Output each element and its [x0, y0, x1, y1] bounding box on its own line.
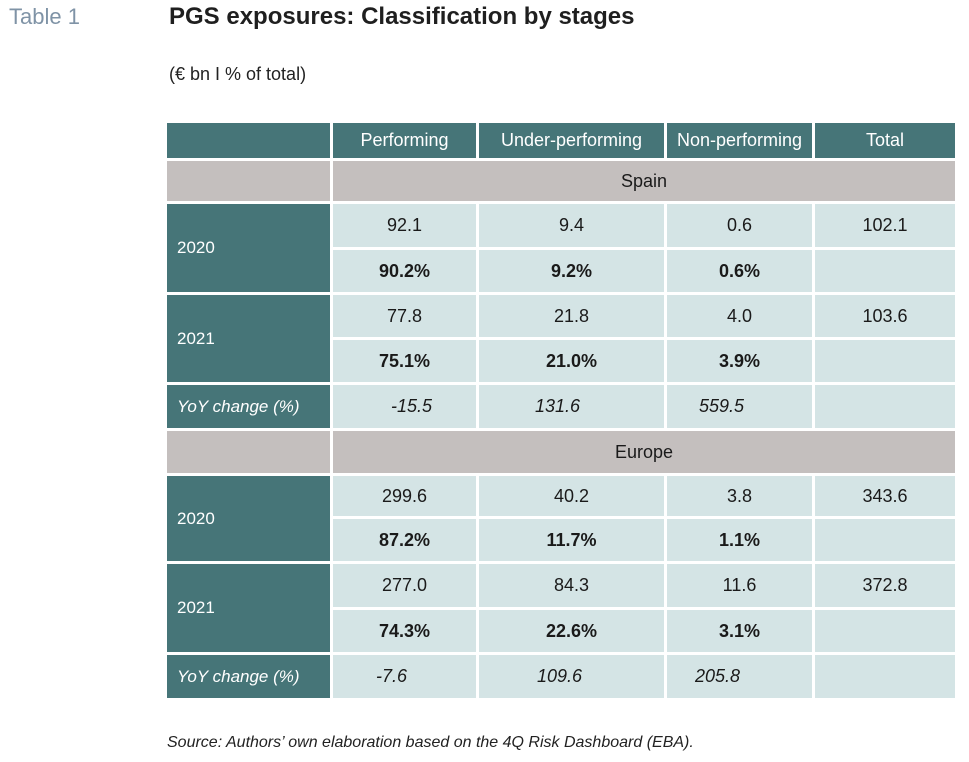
region-row-blank	[167, 161, 330, 201]
row-label-spain-2021: 2021	[167, 295, 330, 382]
table-cell-pct: 9.2%	[479, 250, 664, 292]
row-label-europe-yoy: YoY change (%)	[167, 655, 330, 698]
table-cell-yoy: 559.5	[667, 385, 812, 428]
table-number-label: Table 1	[9, 4, 80, 29]
table-cell: 3.8	[667, 476, 812, 516]
table-cell-pct: 74.3%	[333, 610, 476, 652]
row-label-europe-2020: 2020	[167, 476, 330, 561]
row-label-spain-2020: 2020	[167, 204, 330, 292]
table-cell-pct: 11.7%	[479, 519, 664, 561]
table-cell-pct: 90.2%	[333, 250, 476, 292]
table-cell: 102.1	[815, 204, 955, 247]
row-label-spain-yoy: YoY change (%)	[167, 385, 330, 428]
table-cell: 11.6	[667, 564, 812, 607]
table-cell: 372.8	[815, 564, 955, 607]
region-label-spain: Spain	[333, 161, 955, 201]
table-cell-pct: 87.2%	[333, 519, 476, 561]
table-cell: 0.6	[667, 204, 812, 247]
table-cell-yoy: -15.5	[333, 385, 476, 428]
header-non-performing: Non-performing	[667, 123, 812, 158]
table-cell-yoy	[815, 385, 955, 428]
table-cell-pct	[815, 610, 955, 652]
source-note: Source: Authors’ own elaboration based o…	[167, 734, 694, 751]
table-cell-pct: 3.9%	[667, 340, 812, 382]
table-cell-yoy: 205.8	[667, 655, 812, 698]
table-cell-pct	[815, 340, 955, 382]
table-cell: 343.6	[815, 476, 955, 516]
table-cell-pct: 0.6%	[667, 250, 812, 292]
table-cell-pct	[815, 519, 955, 561]
data-table: Performing Under-performing Non-performi…	[167, 123, 955, 698]
table-cell-pct: 75.1%	[333, 340, 476, 382]
table-cell: 21.8	[479, 295, 664, 337]
table-cell-pct: 3.1%	[667, 610, 812, 652]
table-cell: 40.2	[479, 476, 664, 516]
table-cell-pct: 1.1%	[667, 519, 812, 561]
table-cell-pct: 21.0%	[479, 340, 664, 382]
table-title: PGS exposures: Classification by stages	[169, 3, 635, 30]
table-cell: 277.0	[333, 564, 476, 607]
table-cell-yoy	[815, 655, 955, 698]
table-cell-pct: 22.6%	[479, 610, 664, 652]
table-cell: 77.8	[333, 295, 476, 337]
region-label-europe: Europe	[333, 431, 955, 473]
header-total: Total	[815, 123, 955, 158]
units-note: (€ bn I % of total)	[169, 64, 307, 84]
table-cell: 84.3	[479, 564, 664, 607]
header-performing: Performing	[333, 123, 476, 158]
region-row-blank	[167, 431, 330, 473]
table-cell-pct	[815, 250, 955, 292]
table-cell-yoy: -7.6	[333, 655, 476, 698]
table-cell-yoy: 131.6	[479, 385, 664, 428]
table-cell: 4.0	[667, 295, 812, 337]
header-under-performing: Under-performing	[479, 123, 664, 158]
header-corner	[167, 123, 330, 158]
table-cell-yoy: 109.6	[479, 655, 664, 698]
row-label-europe-2021: 2021	[167, 564, 330, 652]
table-cell: 92.1	[333, 204, 476, 247]
table-cell: 103.6	[815, 295, 955, 337]
table-cell: 9.4	[479, 204, 664, 247]
table-cell: 299.6	[333, 476, 476, 516]
